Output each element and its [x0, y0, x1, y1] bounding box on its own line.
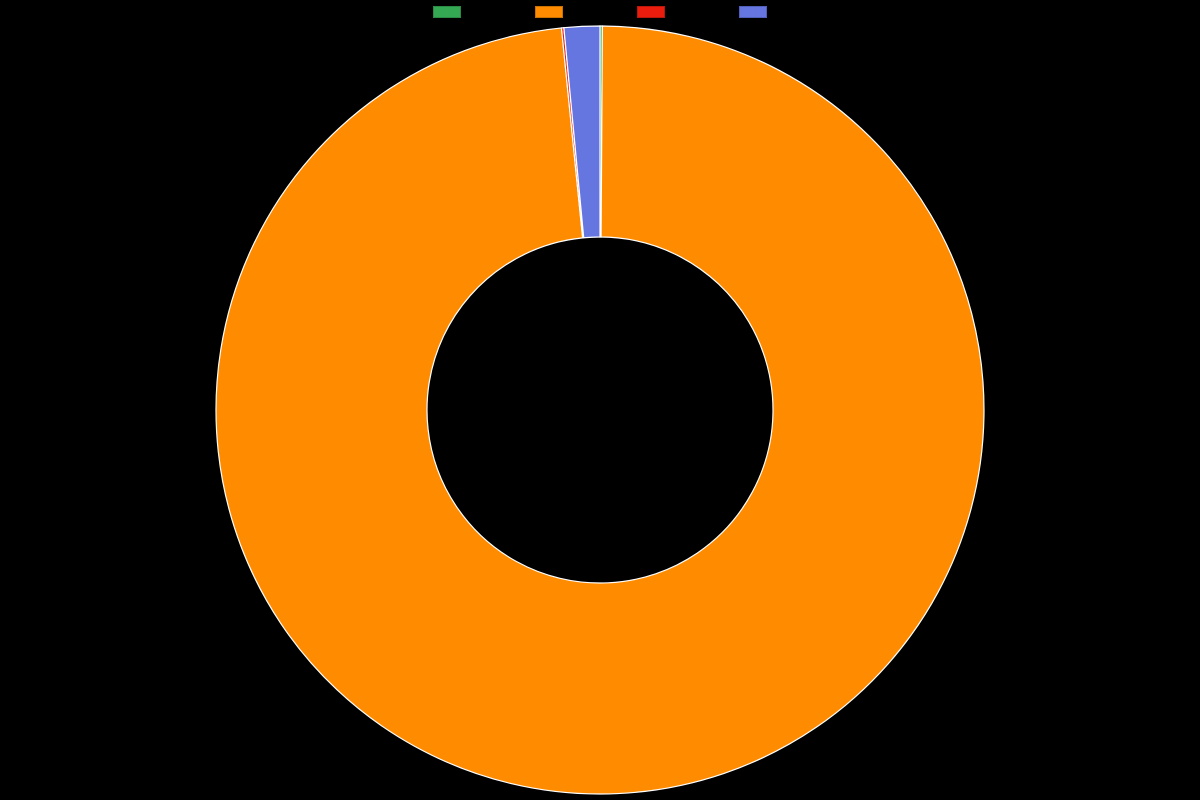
donut-chart: [0, 0, 1200, 800]
chart-container: { "chart": { "type": "donut", "backgroun…: [0, 0, 1200, 800]
